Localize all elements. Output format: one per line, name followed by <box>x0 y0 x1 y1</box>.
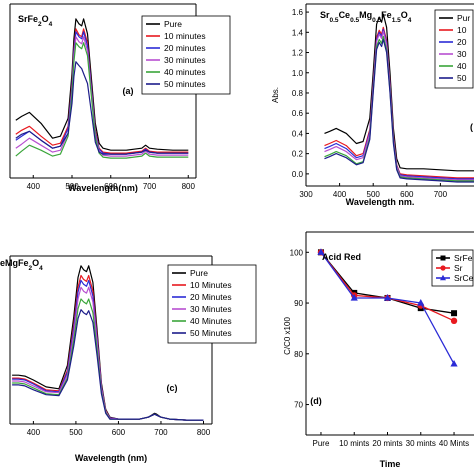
y-tick-label: 80 <box>294 350 303 359</box>
legend-entry: 30 Minutes <box>190 304 232 314</box>
x-tick-label: Pure <box>313 439 330 448</box>
legend-entry: 10 minutes <box>164 31 206 41</box>
x-axis-label: Wavelength nm. <box>346 197 415 207</box>
x-tick-label: 800 <box>197 428 211 437</box>
legend-box <box>141 15 231 95</box>
legend-entry: 40 Minutes <box>190 316 232 326</box>
y-tick-label: 90 <box>294 299 303 308</box>
panel-c: 400 500 600 700 800 Wavelength (nm) eMgFe2O4 (c… <box>0 255 257 463</box>
data-point-triangle <box>317 248 325 255</box>
x-axis-label: Time <box>380 459 401 469</box>
legend-entry: 40 <box>457 61 467 71</box>
panel-label: (c) <box>167 383 178 393</box>
x-tick-label: 700 <box>143 182 157 191</box>
x-tick-label: 300 <box>299 190 313 199</box>
panel-title: Sr0.5Ce0.5Mg0.5Fe1.5O4 <box>320 10 412 24</box>
data-point-triangle <box>450 359 458 367</box>
x-axis-label: Wavelength(nm) <box>68 183 138 193</box>
x-axis-label: Wavelength (nm) <box>75 453 147 463</box>
y-tick-label: 1.6 <box>292 8 304 17</box>
legend-entry: 20 minutes <box>164 43 206 53</box>
y-tick-label: 70 <box>294 401 303 410</box>
panel-b: 300 400 500 600 700 0.0 0.2 0.4 0.6 0.8 1.0 1.2 1.4 1… <box>271 3 474 207</box>
legend-entry: 10 Minutes <box>190 280 232 290</box>
legend-entry: 20 Minutes <box>190 292 232 302</box>
x-tick-label: 500 <box>69 428 83 437</box>
x-tick-label: 400 <box>333 190 347 199</box>
series-line-5 <box>324 38 474 183</box>
legend-entry: 40 minutes <box>164 67 206 77</box>
panel-title: Acid Red <box>322 252 361 262</box>
x-tick-label: 700 <box>434 190 448 199</box>
series-line-5 <box>12 309 204 421</box>
x-tick-label: 700 <box>154 428 168 437</box>
series-line-0 <box>12 265 204 421</box>
legend-entry: 50 minutes <box>164 79 206 89</box>
series-line-5 <box>15 61 189 155</box>
x-tick-label: 500 <box>65 182 79 191</box>
x-tick-label: 20 mints <box>372 439 402 448</box>
y-tick-label: 0.8 <box>292 89 304 98</box>
x-tick-label: 30 mints <box>406 439 436 448</box>
x-tick-label: 10 mints <box>339 439 369 448</box>
data-point-triangle <box>383 293 392 301</box>
y-tick-label: 0.4 <box>292 129 304 138</box>
legend-box <box>434 9 474 89</box>
legend-entry: 30 <box>457 49 467 59</box>
y-axis-label: C/C0 x100 <box>283 317 292 355</box>
y-tick-label: 1.2 <box>292 49 304 58</box>
series-line-4 <box>324 35 474 182</box>
series-line-0 <box>324 13 474 172</box>
panel-label: ( <box>470 122 473 132</box>
legend-entry: SrFe <box>454 253 473 263</box>
panel-title: eMgFe2O4 <box>0 258 43 272</box>
x-tick-label: 400 <box>27 182 41 191</box>
series-line-1 <box>15 28 189 154</box>
legend-entry: Pure <box>164 19 182 29</box>
panel-label: (d) <box>310 396 322 406</box>
y-axis-label: Abs. <box>271 87 280 103</box>
y-tick-label: 1.0 <box>292 69 304 78</box>
y-tick-label: 0.6 <box>292 109 304 118</box>
x-tick-label: 500 <box>367 190 381 199</box>
panel-a: 400 500 600 700 800 Wavelength(nm) SrFe2O4 (a) P… <box>9 3 231 193</box>
legend-marker <box>440 255 446 261</box>
data-point-triangle <box>350 293 358 301</box>
y-tick-label: 0.2 <box>292 150 304 159</box>
legend-marker <box>440 274 446 281</box>
legend-marker <box>440 265 446 271</box>
legend-entry: 10 <box>457 25 467 35</box>
legend-entry: Pur <box>457 13 470 23</box>
series-line-3 <box>324 30 474 181</box>
x-tick-label: 600 <box>400 190 414 199</box>
legend-entry: Pure <box>190 268 208 278</box>
series-line-4 <box>15 42 189 159</box>
x-tick-label: 600 <box>104 182 118 191</box>
data-point-triangle <box>417 299 425 306</box>
series-line-0 <box>15 18 189 151</box>
legend-box <box>167 264 257 344</box>
series-line-3 <box>15 36 189 157</box>
legend-entry: SrCeM <box>454 273 474 283</box>
legend-entry: 50 Minutes <box>190 328 232 338</box>
data-point-square <box>451 310 458 317</box>
legend-entry: Sr <box>454 263 463 273</box>
legend-entry: 20 <box>457 37 467 47</box>
y-tick-label: 1.4 <box>292 28 304 37</box>
x-tick-label: 800 <box>182 182 196 191</box>
x-tick-label: 40 Mints <box>439 439 469 448</box>
y-tick-label: 0.0 <box>292 170 304 179</box>
data-point-circle <box>450 317 458 325</box>
panel-title: SrFe2O4 <box>18 14 53 28</box>
panel-d: Pure 10 mints 20 mints 30 mints 40 Mints 70 80… <box>283 231 474 469</box>
legend-entry: 30 minutes <box>164 55 206 65</box>
legend-entry: 50 <box>457 73 467 83</box>
x-tick-label: 400 <box>27 428 41 437</box>
x-tick-label: 600 <box>112 428 126 437</box>
y-tick-label: 100 <box>290 248 304 257</box>
panel-label: (a) <box>123 86 134 96</box>
